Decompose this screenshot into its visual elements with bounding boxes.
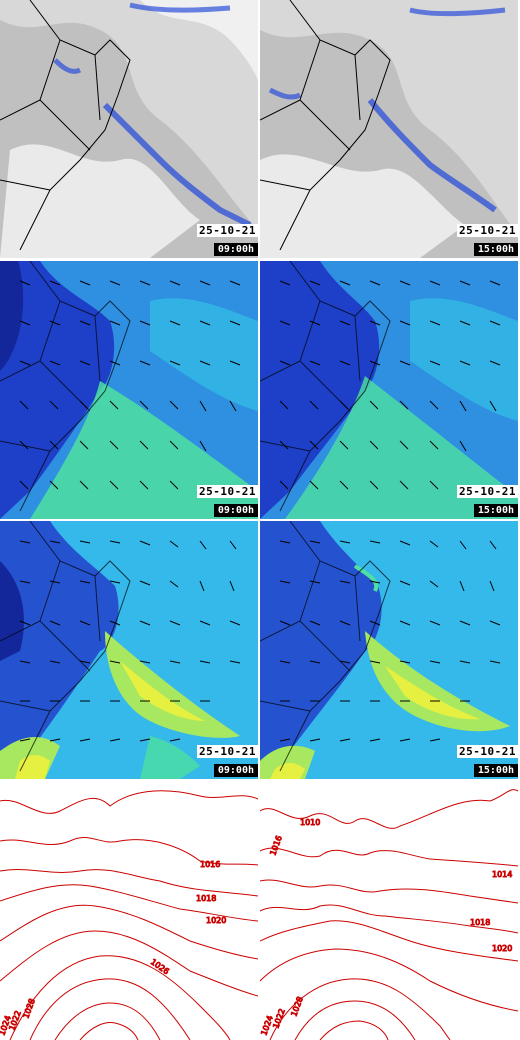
timestamp: 25-10-21 15:00h [457, 224, 518, 256]
date-label: 25-10-21 [457, 224, 518, 237]
wind-vectors [279, 540, 501, 742]
wind-vectors [279, 280, 501, 490]
satellite-map [0, 0, 258, 258]
wind-map [0, 521, 258, 779]
timestamp: 25-10-21 15:00h [457, 745, 518, 777]
time-label: 15:00h [473, 764, 518, 777]
time-label: 15:00h [473, 504, 518, 517]
pressure-panel-right: 1010 1014 1016 1018 1020 1024 1022 1028 [260, 781, 518, 1040]
wind-vectors [19, 540, 241, 742]
pressure-panel-left: 1016 1018 1020 1026 1024 1022 1028 [0, 781, 258, 1040]
satellite-panel-1500: 25-10-21 15:00h [260, 0, 518, 258]
time-label: 09:00h [213, 243, 258, 256]
wind-map [0, 261, 258, 519]
wind-panel-level1-0900: 25-10-21 09:00h [0, 261, 258, 519]
timestamp: 25-10-21 09:00h [197, 224, 258, 256]
timestamp: 25-10-21 09:00h [197, 485, 258, 517]
time-label: 09:00h [213, 764, 258, 777]
wind-panel-level2-0900: 25-10-21 09:00h [0, 521, 258, 779]
isobar-label: 1014 [492, 870, 512, 879]
wind-map [260, 521, 518, 779]
time-label: 09:00h [213, 504, 258, 517]
isobar-label: 1020 [206, 916, 226, 925]
isobar-label: 1018 [470, 918, 490, 927]
isobar-label: 1010 [300, 818, 320, 827]
isobar-label: 1016 [200, 860, 220, 869]
wind-panel-level1-1500: 25-10-21 15:00h [260, 261, 518, 519]
satellite-panel-0900: 25-10-21 09:00h [0, 0, 258, 258]
date-label: 25-10-21 [197, 745, 258, 758]
wind-map [260, 261, 518, 519]
wind-vectors [19, 280, 241, 490]
isobar-map: 1010 1014 1016 1018 1020 1024 1022 1028 [260, 781, 518, 1040]
date-label: 25-10-21 [197, 224, 258, 237]
date-label: 25-10-21 [197, 485, 258, 498]
satellite-map [260, 0, 518, 258]
isobar-map: 1016 1018 1020 1026 1024 1022 1028 [0, 781, 258, 1040]
isobar-label: 1020 [492, 944, 512, 953]
date-label: 25-10-21 [457, 745, 518, 758]
date-label: 25-10-21 [457, 485, 518, 498]
timestamp: 25-10-21 15:00h [457, 485, 518, 517]
timestamp: 25-10-21 09:00h [197, 745, 258, 777]
wind-panel-level2-1500: 25-10-21 15:00h [260, 521, 518, 779]
isobar-label: 1018 [196, 894, 216, 903]
time-label: 15:00h [473, 243, 518, 256]
